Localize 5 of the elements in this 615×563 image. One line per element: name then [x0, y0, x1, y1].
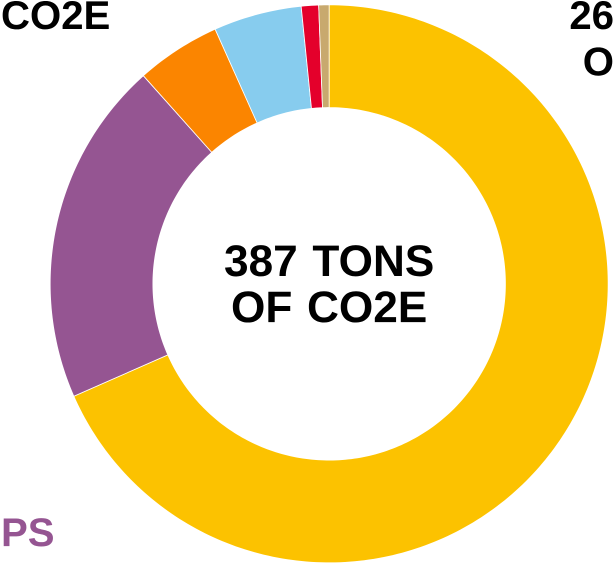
text: PS	[4, 518, 53, 546]
text: 387 TONS OF CO2E	[225, 245, 433, 322]
text: O	[584, 47, 612, 76]
text: 26	[570, 0, 613, 30]
text: CO2E	[2, 0, 109, 30]
